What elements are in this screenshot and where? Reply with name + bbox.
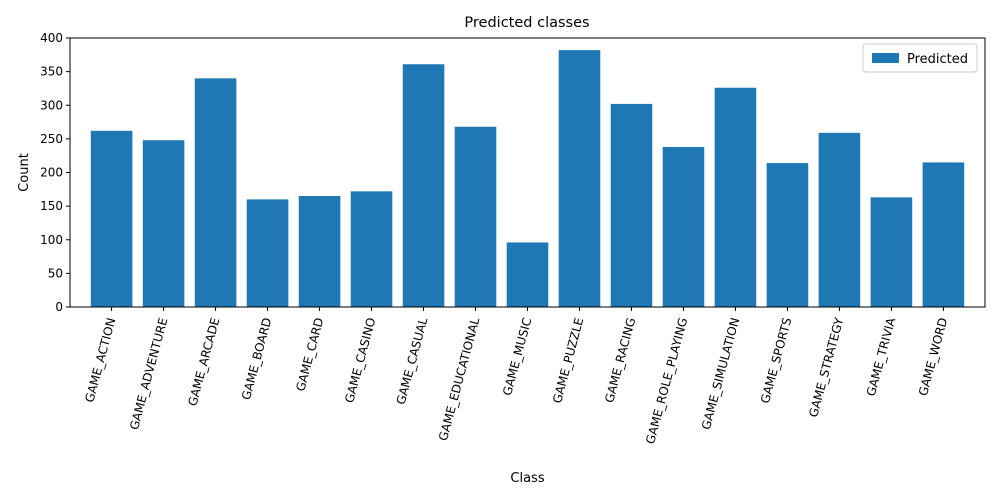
bar <box>610 103 653 307</box>
bar <box>714 87 757 307</box>
legend: Predicted <box>862 43 978 73</box>
y-tick-label: 300 <box>40 98 63 112</box>
y-tick-label: 50 <box>48 266 63 280</box>
x-tick-label: GAME_STRATEGY <box>806 316 846 419</box>
y-axis: 0 50 100 150 200 250 300 350 400 <box>40 31 70 314</box>
plot-frame <box>69 37 986 308</box>
bar <box>558 50 601 307</box>
bar <box>194 78 237 307</box>
bar <box>766 163 809 307</box>
y-tick-label: 400 <box>40 31 63 45</box>
y-axis-label: Count <box>17 153 32 192</box>
x-tick-label: GAME_BOARD <box>239 316 274 401</box>
y-tick-label: 100 <box>40 233 63 247</box>
bar <box>90 130 133 307</box>
bar <box>922 162 965 307</box>
bar <box>402 64 445 307</box>
x-tick-label: GAME_SPORTS <box>758 316 794 405</box>
x-tick-label: GAME_EDUCATIONAL <box>436 316 482 442</box>
bar <box>350 191 393 307</box>
x-axis-label: Class <box>510 471 544 486</box>
x-tick-label: GAME_WORD <box>916 316 950 397</box>
x-tick-label: GAME_ACTION <box>82 316 118 404</box>
x-tick-label: GAME_ROLE_PLAYING <box>643 316 690 445</box>
bar <box>454 126 497 308</box>
x-tick-label: GAME_PUZZLE <box>550 316 586 405</box>
x-tick-label: GAME_MUSIC <box>500 316 534 397</box>
x-tick-label: GAME_TRIVIA <box>864 315 899 397</box>
legend-swatch <box>872 53 899 63</box>
legend-label: Predicted <box>907 52 968 67</box>
bar <box>870 197 913 307</box>
bar <box>246 199 289 307</box>
x-tick-label: GAME_SIMULATION <box>699 316 742 431</box>
x-axis: GAME_ACTION GAME_ADVENTURE GAME_ARCADE GAME… <box>82 307 950 445</box>
y-tick-label: 250 <box>40 132 63 146</box>
y-tick-label: 200 <box>40 166 63 180</box>
bar <box>506 242 549 307</box>
y-tick-label: 0 <box>55 300 63 314</box>
chart-title: Predicted classes <box>464 15 589 31</box>
x-tick-label: GAME_CASUAL <box>394 316 431 406</box>
bar <box>662 146 705 307</box>
legend-box <box>862 43 978 73</box>
x-tick-label: GAME_CASINO <box>342 316 378 404</box>
bar <box>298 196 341 307</box>
bars <box>90 50 965 308</box>
x-tick-label: GAME_ADVENTURE <box>127 316 170 431</box>
bar <box>818 132 861 307</box>
bar <box>142 140 185 307</box>
x-tick-label: GAME_RACING <box>602 316 638 404</box>
x-tick-label: GAME_CARD <box>293 316 326 393</box>
x-tick-label: GAME_ARCADE <box>185 316 222 407</box>
y-tick-label: 150 <box>40 199 63 213</box>
y-tick-label: 350 <box>40 65 63 79</box>
